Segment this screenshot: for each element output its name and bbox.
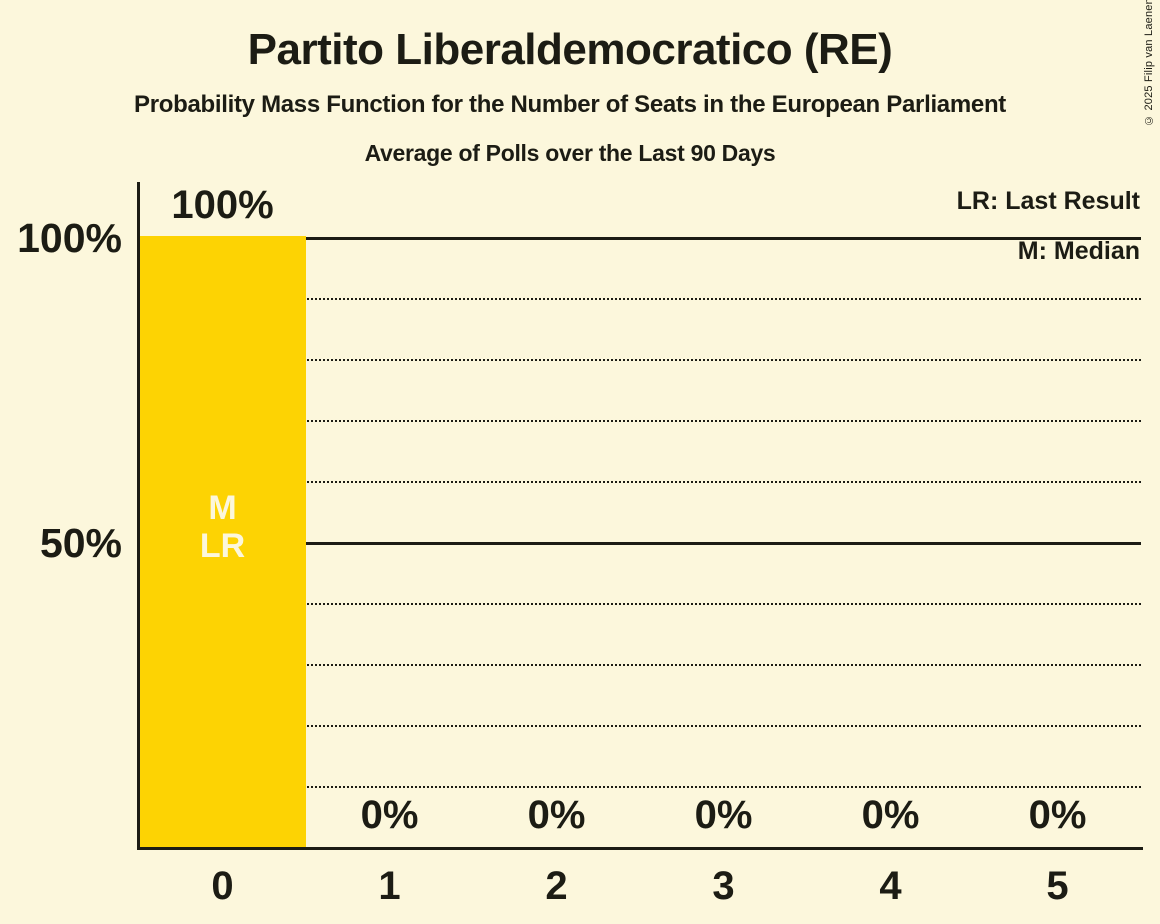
y-axis-line (137, 182, 140, 850)
bar-value-label-1: 0% (360, 793, 419, 837)
x-axis-label-5: 5 (1046, 864, 1069, 908)
x-axis-label-3: 3 (712, 864, 735, 908)
gridline-70pct (139, 420, 1141, 422)
bar-seats-0 (139, 236, 306, 848)
bar-value-label-2: 0% (527, 793, 586, 837)
gridline-60pct (139, 481, 1141, 483)
gridline-90pct (139, 298, 1141, 300)
bar-value-label-5: 0% (1028, 793, 1087, 837)
y-axis-label-100: 100% (17, 215, 122, 261)
gridline-80pct (139, 359, 1141, 361)
bar-annotation-m-lr: M LR (199, 489, 246, 565)
y-axis-label-50: 50% (39, 520, 122, 566)
legend-median: M: Median (1017, 237, 1140, 265)
x-axis-line (137, 847, 1143, 850)
gridline-10pct (139, 786, 1141, 788)
gridline-50pct (139, 542, 1141, 545)
x-axis-label-2: 2 (545, 864, 568, 908)
gridline-100pct (139, 237, 1141, 240)
chart-title: Partito Liberaldemocratico (RE) (247, 25, 893, 74)
x-axis-label-1: 1 (378, 864, 401, 908)
copyright-notice: © 2025 Filip van Laenen (1143, 0, 1155, 126)
bar-value-label-3: 0% (694, 793, 753, 837)
legend-last-result: LR: Last Result (956, 187, 1140, 215)
gridline-20pct (139, 725, 1141, 727)
x-axis-label-0: 0 (211, 864, 234, 908)
chart-subtitle: Probability Mass Function for the Number… (133, 91, 1006, 118)
x-axis-label-4: 4 (879, 864, 902, 908)
bar-value-label-0: 100% (171, 183, 274, 227)
chart-sub-subtitle: Average of Polls over the Last 90 Days (364, 140, 776, 166)
bar-value-label-4: 0% (861, 793, 920, 837)
gridline-40pct (139, 603, 1141, 605)
gridline-30pct (139, 664, 1141, 666)
